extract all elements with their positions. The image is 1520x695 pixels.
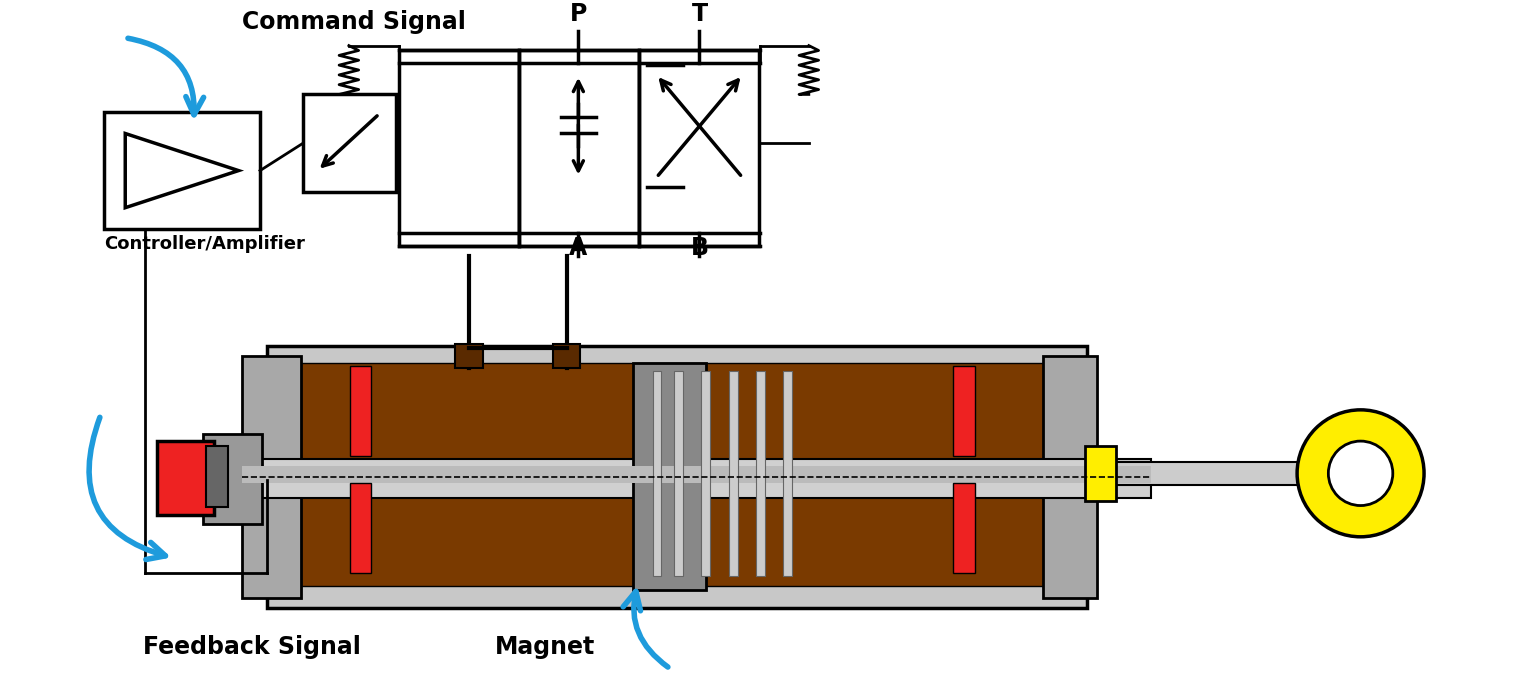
- Bar: [350, 366, 371, 456]
- Circle shape: [1328, 441, 1392, 505]
- Bar: [632, 363, 707, 589]
- Bar: [953, 366, 974, 456]
- Bar: [242, 466, 1151, 483]
- Text: Controller/Amplifier: Controller/Amplifier: [103, 235, 304, 252]
- Bar: [242, 459, 1151, 498]
- Bar: [553, 345, 581, 368]
- Bar: [1091, 461, 1307, 485]
- Text: P: P: [570, 2, 587, 26]
- Bar: [242, 356, 301, 598]
- Bar: [302, 95, 395, 192]
- Bar: [268, 346, 1087, 608]
- Bar: [207, 446, 228, 507]
- Text: A: A: [568, 236, 588, 261]
- Bar: [456, 345, 483, 368]
- Bar: [755, 371, 765, 576]
- Bar: [783, 371, 792, 576]
- Bar: [518, 51, 638, 246]
- Text: T: T: [692, 2, 707, 26]
- Text: Command Signal: Command Signal: [242, 10, 467, 34]
- Bar: [1085, 446, 1116, 500]
- Bar: [350, 483, 371, 573]
- Text: B: B: [690, 236, 708, 261]
- Bar: [701, 371, 710, 576]
- Bar: [103, 112, 260, 229]
- Circle shape: [1297, 410, 1424, 537]
- Bar: [652, 371, 661, 576]
- Bar: [296, 480, 1049, 586]
- Bar: [1043, 356, 1097, 598]
- Polygon shape: [125, 133, 239, 208]
- Bar: [953, 483, 974, 573]
- Bar: [728, 371, 737, 576]
- Bar: [296, 363, 1049, 468]
- Bar: [638, 51, 758, 246]
- Bar: [158, 441, 214, 515]
- Text: Magnet: Magnet: [494, 635, 594, 659]
- Bar: [673, 371, 682, 576]
- Bar: [204, 434, 261, 524]
- Text: Feedback Signal: Feedback Signal: [143, 635, 360, 659]
- Bar: [398, 51, 518, 246]
